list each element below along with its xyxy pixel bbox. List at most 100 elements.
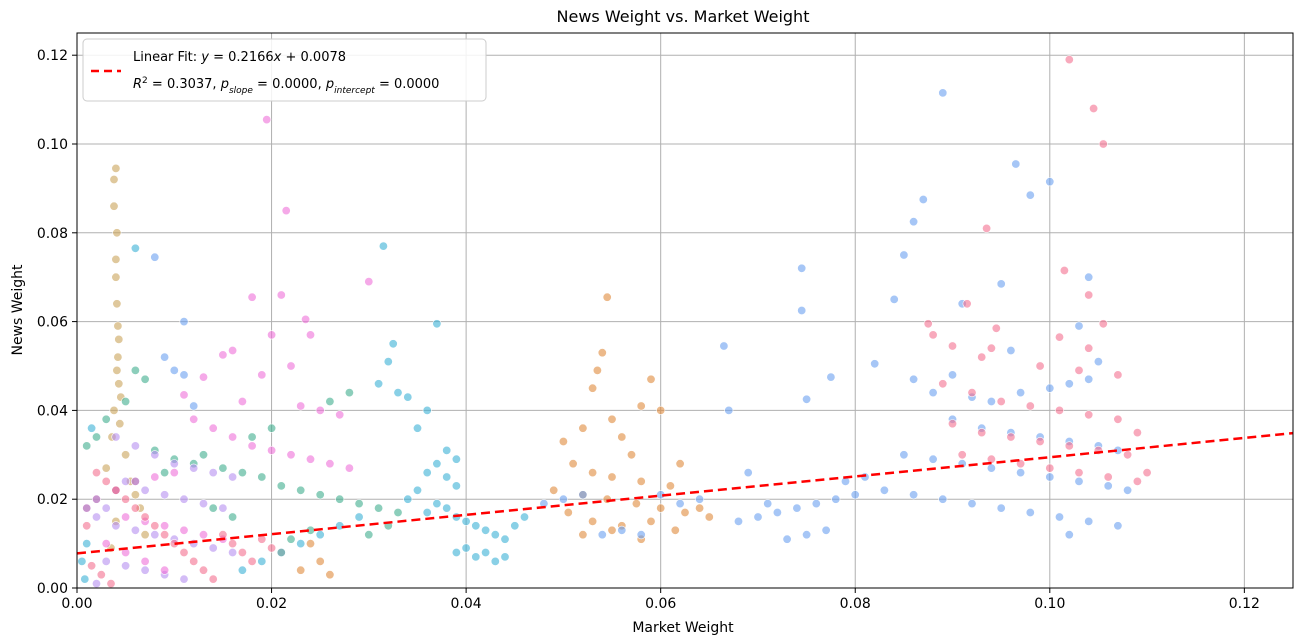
data-point [111, 254, 121, 264]
axis-ticks: 0.00 0.02 0.04 0.06 0.08 0.10 0.12 0.00 0.02 0.04… [37, 48, 1260, 612]
x-tick-label: 0.06 [645, 596, 676, 612]
data-point [578, 490, 588, 500]
data-point [296, 565, 306, 575]
data-point [928, 388, 938, 398]
data-point [656, 405, 666, 415]
data-point [1011, 159, 1021, 169]
data-point [481, 547, 491, 557]
data-point [296, 485, 306, 495]
data-point [169, 365, 179, 375]
data-point [121, 450, 131, 460]
data-point [947, 341, 957, 351]
data-point [169, 459, 179, 469]
data-point [588, 468, 598, 478]
x-tick-label: 0.08 [840, 596, 871, 612]
y-axis-label: News Weight [10, 264, 26, 356]
data-point [592, 365, 602, 375]
data-point [228, 432, 238, 442]
data-point [442, 503, 452, 513]
data-point [719, 341, 729, 351]
y-tick-label: 0.08 [37, 226, 68, 242]
data-point [957, 450, 967, 460]
data-point [982, 223, 992, 233]
data-point [607, 472, 617, 482]
data-point [208, 574, 218, 584]
data-point [646, 374, 656, 384]
data-point [1074, 468, 1084, 478]
data-point [1045, 463, 1055, 473]
data-point [1064, 55, 1074, 65]
data-point [1123, 485, 1133, 495]
data-point [1084, 272, 1094, 282]
data-point [121, 396, 131, 406]
data-point [996, 503, 1006, 513]
data-point [451, 481, 461, 491]
data-point [112, 299, 122, 309]
data-point [267, 423, 277, 433]
data-point [680, 507, 690, 517]
data-point [247, 441, 257, 451]
data-point [1035, 361, 1045, 371]
data-point [267, 445, 277, 455]
data-point [286, 450, 296, 460]
data-point [111, 485, 121, 495]
data-point [636, 476, 646, 486]
data-point [179, 574, 189, 584]
data-point [1093, 357, 1103, 367]
data-point [500, 534, 510, 544]
data-point [1016, 388, 1026, 398]
data-point [257, 370, 267, 380]
data-point [228, 512, 238, 522]
data-point [112, 228, 122, 238]
data-point [315, 405, 325, 415]
data-point [1084, 516, 1094, 526]
data-point [1113, 521, 1123, 531]
data-point [130, 243, 140, 253]
data-point [179, 494, 189, 504]
data-point [889, 294, 899, 304]
data-point [432, 459, 442, 469]
data-point [602, 292, 612, 302]
series-group-pink [82, 55, 1152, 589]
data-point [928, 454, 938, 464]
y-tick-label: 0.02 [37, 492, 68, 508]
data-point [315, 490, 325, 500]
data-point [1064, 441, 1074, 451]
data-point [228, 539, 238, 549]
data-point [1016, 459, 1026, 469]
data-point [344, 388, 354, 398]
data-point [325, 570, 335, 580]
series-group-olive [101, 163, 150, 553]
data-point [797, 263, 807, 273]
data-point [899, 450, 909, 460]
data-point [237, 468, 247, 478]
data-point [850, 490, 860, 500]
data-point [1142, 468, 1152, 478]
data-point [422, 507, 432, 517]
data-point [92, 432, 102, 442]
data-point [237, 565, 247, 575]
y-tick-label: 0.06 [37, 315, 68, 331]
data-point [80, 574, 90, 584]
data-point [549, 485, 559, 495]
data-point [87, 561, 97, 571]
data-point [160, 530, 170, 540]
data-point [802, 530, 812, 540]
y-tick-label: 0.12 [37, 48, 68, 64]
data-point [1103, 472, 1113, 482]
data-point [918, 195, 928, 205]
data-point [1098, 319, 1108, 329]
data-point [670, 525, 680, 535]
data-point [179, 317, 189, 327]
data-point [393, 388, 403, 398]
series-group-teal [82, 365, 403, 544]
data-point [938, 379, 948, 389]
data-point [563, 507, 573, 517]
data-point [257, 472, 267, 482]
data-point [500, 552, 510, 562]
data-point [938, 88, 948, 98]
data-point [335, 494, 345, 504]
data-point [461, 516, 471, 526]
data-point [179, 370, 189, 380]
data-point [675, 499, 685, 509]
